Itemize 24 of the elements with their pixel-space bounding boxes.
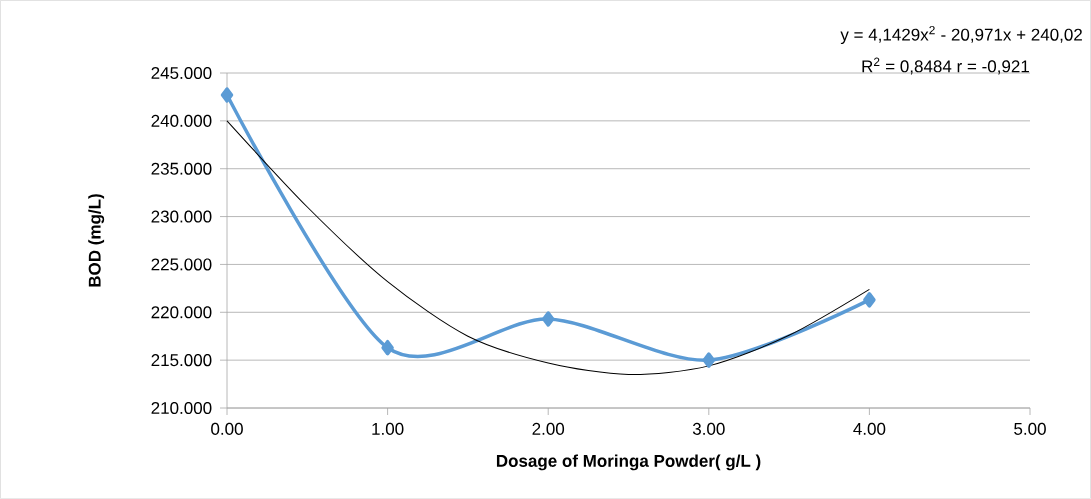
x-tick-label: 2.00 [532, 422, 565, 435]
y-tick-label: 215.000 [151, 354, 212, 367]
x-tick-label: 3.00 [692, 422, 725, 435]
point [702, 352, 716, 368]
y-axis-title: BOD (mg/L) [88, 194, 105, 287]
y-tick-label: 220.000 [151, 306, 212, 319]
x-tick-label: 4.00 [853, 422, 886, 435]
x-tick-label: 5.00 [1014, 422, 1046, 435]
y-tick-label: 245.000 [151, 66, 212, 80]
annotation: R$^{2}$ = 0,8484 r = -0,921 [862, 57, 1029, 75]
y-tick-label: 235.000 [151, 162, 212, 175]
line-series [226, 120, 870, 375]
y-tick-label: 225.000 [151, 258, 212, 271]
point [863, 292, 876, 308]
text: y = 4,1429x$^{2}$ - 20,971x + 240,02 [840, 25, 1082, 45]
y-tick-label: 240.000 [151, 114, 212, 127]
point [541, 311, 555, 327]
x-axis-title: Dosage of Moringa Powder( g/L ) [496, 454, 761, 471]
point [381, 339, 394, 356]
x-tick-label: 1.00 [372, 422, 404, 435]
x-tick-label: 0.00 [211, 422, 243, 435]
point [220, 87, 234, 103]
y-tick-label: 230.000 [151, 210, 212, 223]
y-tick-label: 210.000 [151, 401, 212, 415]
